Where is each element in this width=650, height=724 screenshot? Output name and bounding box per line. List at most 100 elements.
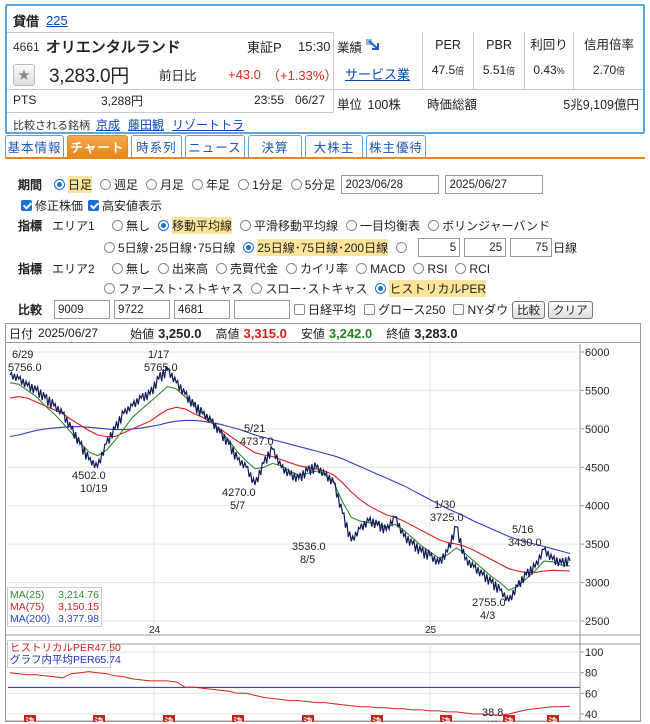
- annotation-label: 5/7: [230, 500, 245, 512]
- checkbox-highlow[interactable]: [88, 200, 100, 211]
- legend-ma25-value: 3,214.76: [58, 589, 99, 601]
- compare-input-3[interactable]: 4681: [174, 300, 230, 319]
- metric-label: PBR: [486, 38, 512, 52]
- annotation-label: 5756.0: [8, 362, 42, 374]
- period-daily-label: 日足: [68, 176, 93, 193]
- checkbox-nikkei[interactable]: [294, 304, 305, 315]
- price-change: +43.0: [228, 67, 261, 82]
- radio-ma-short[interactable]: [104, 242, 115, 253]
- earnings-marker-box: [440, 715, 452, 722]
- radio-slow-stoch[interactable]: [251, 283, 263, 294]
- metric-value: 0.43: [533, 63, 557, 77]
- fast-stoch-label: ファースト･ストキャス: [118, 282, 244, 296]
- slow-stoch-label: スロー･ストキャス: [265, 282, 368, 296]
- legend-avgper-name: グラフ内平均PER: [10, 654, 95, 666]
- tab-shareholder-benefits[interactable]: 株主優待: [366, 135, 426, 157]
- star-icon[interactable]: ★: [13, 63, 35, 86]
- pts-time: 23:55: [254, 93, 285, 107]
- index-link[interactable]: 225: [46, 13, 68, 28]
- pts-date: 06/27: [295, 93, 326, 107]
- date-to-input[interactable]: 2025/06/27: [445, 175, 544, 194]
- area2-turnover-label: 売買代金: [230, 262, 279, 276]
- compare-input-1[interactable]: 9009: [54, 300, 110, 319]
- y-tick-label: 3000: [585, 578, 609, 590]
- industry-link[interactable]: サービス業: [345, 67, 411, 82]
- annotation-label: 4/3: [480, 610, 495, 622]
- ma-input-2[interactable]: 25: [464, 238, 507, 257]
- ohlc-bar: 日付 2025/06/27 始値 3,250.0 高値 3,315.0 安値 3…: [6, 324, 640, 343]
- metric-per: PER 47.5倍: [423, 34, 473, 77]
- radio-area1-ema[interactable]: [240, 220, 252, 231]
- radio-area2-volume[interactable]: [158, 263, 170, 274]
- compare-input-2[interactable]: 9722: [114, 300, 170, 319]
- area1-bollinger-label: ボリンジャーバンド: [442, 219, 550, 233]
- earnings-marker-label: 決: [548, 716, 558, 722]
- checkbox-nydow[interactable]: [453, 304, 465, 315]
- tab-chart[interactable]: チャート: [67, 135, 128, 157]
- radio-yearly[interactable]: [192, 179, 204, 190]
- area2-volume-label: 出来高: [172, 262, 209, 276]
- compare-input-4[interactable]: [234, 300, 290, 319]
- tab-basic-info[interactable]: 基本情報: [5, 135, 64, 157]
- price-chart[interactable]: 2500 3000 3500 4000 4500 5000 5500 6000 24 25 6/29…: [6, 344, 640, 722]
- radio-1min[interactable]: [238, 179, 250, 190]
- radio-historical-per[interactable]: [375, 283, 387, 294]
- ohlc-open-label: 始値: [130, 326, 155, 341]
- compare-link-fujita[interactable]: 藤田観: [128, 118, 165, 132]
- metric-label: 信用倍率: [583, 38, 634, 52]
- radio-area1-bollinger[interactable]: [428, 220, 440, 231]
- ma-input-3[interactable]: 75: [510, 238, 553, 257]
- ohlc-high: 3,315.0: [243, 325, 287, 341]
- area2-none-label: 無し: [126, 262, 151, 276]
- per-y-tick-label: 80: [585, 668, 597, 680]
- date-from-input[interactable]: 2023/06/28: [341, 175, 440, 194]
- stock-price: 3,283.0円: [49, 66, 129, 87]
- radio-area1-ichimoku[interactable]: [346, 220, 358, 231]
- radio-daily[interactable]: [54, 179, 65, 190]
- radio-ma-long[interactable]: [243, 242, 255, 253]
- y-tick-label: 4000: [585, 501, 609, 513]
- ohlc-open: 3,250.0: [158, 325, 202, 341]
- area2-rsi-label: RSI: [427, 261, 448, 276]
- radio-area2-turnover[interactable]: [216, 263, 228, 274]
- radio-fast-stoch[interactable]: [104, 283, 115, 294]
- legend-per-name: ヒストリカルPER: [10, 642, 95, 654]
- compare-link-resorttrust[interactable]: リゾートトラ: [172, 118, 245, 132]
- radio-area2-rsi[interactable]: [413, 263, 425, 274]
- tab-news[interactable]: ニュース: [185, 135, 245, 157]
- radio-area2-macd[interactable]: [356, 263, 368, 274]
- per-legend: ヒストリカルPER 47.50 グラフ内平均PER 65.74: [7, 640, 121, 668]
- tab-major-shareholders[interactable]: 大株主: [305, 135, 363, 157]
- earnings-marker-box: [93, 715, 105, 722]
- annotation-label: 2755.0: [472, 597, 506, 609]
- tab-earnings[interactable]: 決算: [248, 135, 302, 157]
- radio-5min[interactable]: [290, 179, 302, 190]
- change-label: 前日比: [159, 69, 197, 83]
- radio-area2-deviation[interactable]: [286, 263, 298, 274]
- quote-time: 15:30: [298, 39, 331, 54]
- ma-input-1[interactable]: 5: [418, 238, 461, 257]
- checkbox-adjusted[interactable]: [21, 200, 32, 211]
- radio-ma-custom[interactable]: [396, 242, 408, 253]
- compare-link-keisei[interactable]: 京成: [96, 118, 121, 132]
- radio-area1-ma[interactable]: [158, 220, 170, 231]
- ma-long-label: 25日線･75日線･200日線: [257, 239, 389, 256]
- radio-monthly[interactable]: [146, 179, 158, 190]
- annotation-label: 5/21: [244, 423, 265, 435]
- radio-area2-none[interactable]: [112, 263, 123, 274]
- nydow-label: NYダウ: [467, 303, 509, 317]
- radio-area2-rci[interactable]: [455, 263, 467, 274]
- ohlc-date: 2025/06/27: [38, 326, 99, 340]
- radio-area1-none[interactable]: [112, 220, 123, 231]
- clear-button[interactable]: クリア: [548, 300, 593, 319]
- annotation-label: 5765.0: [144, 362, 178, 374]
- x-tick-label: 24: [149, 625, 161, 636]
- checkbox-growth250[interactable]: [364, 304, 376, 315]
- radio-weekly[interactable]: [100, 179, 112, 190]
- earnings-marker-box: [302, 715, 314, 722]
- period-label: 期間: [18, 178, 43, 192]
- tab-time-series[interactable]: 時系列: [131, 135, 182, 157]
- market-cap-label: 時価総額: [427, 98, 478, 112]
- per-annotation-label: 4/3: [484, 720, 499, 722]
- compare-button[interactable]: 比較: [512, 300, 546, 319]
